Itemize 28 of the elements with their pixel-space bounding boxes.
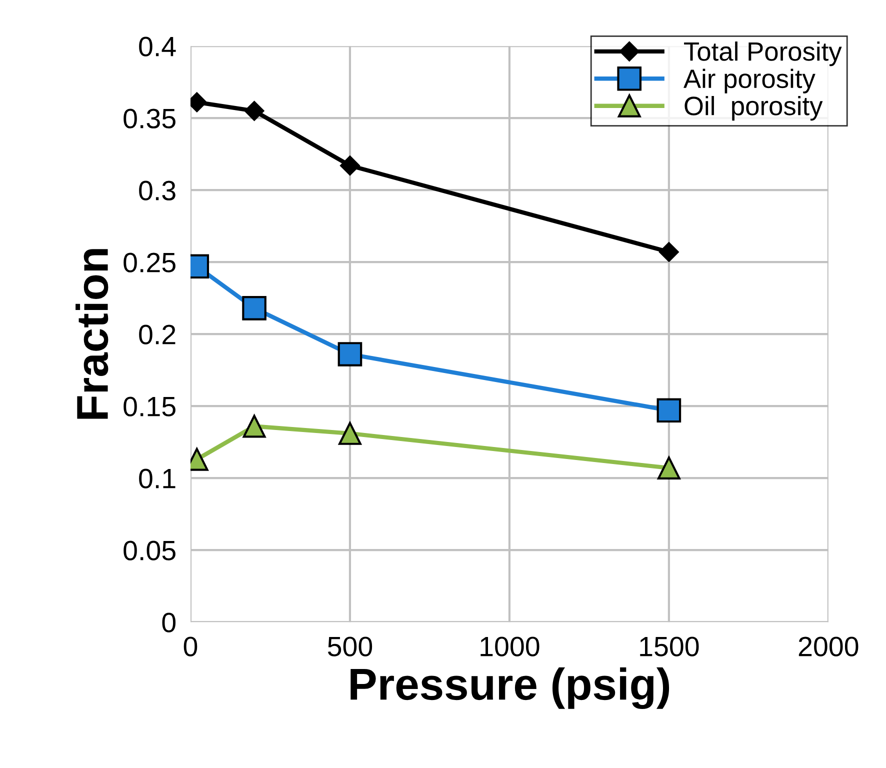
y-tick-label: 0.3 [139, 180, 176, 200]
point [340, 156, 360, 176]
y-tick-label: 0.4 [139, 36, 176, 56]
legend-label: Air porosity [684, 68, 816, 94]
x-tick-label: 0 [184, 636, 198, 656]
x-axis-title: Pressure (psig) [350, 667, 670, 710]
point [338, 342, 362, 366]
point [659, 242, 679, 262]
y-tick-label: 0.15 [124, 396, 176, 416]
y-tick-label: 0.05 [124, 540, 176, 560]
point [242, 296, 266, 320]
y-tick-label: 0.2 [139, 324, 176, 344]
point [657, 456, 680, 480]
x-tick-label: 1500 [640, 636, 699, 656]
x-tick-label: 1000 [480, 636, 540, 656]
point [244, 100, 264, 121]
y-axis-title: Fraction [76, 249, 108, 419]
y-tick-label: 0.25 [124, 252, 176, 272]
y-tick-label: 0 [162, 612, 176, 632]
point [656, 398, 682, 423]
legend-label: Total Porosity [684, 42, 842, 66]
point [338, 422, 362, 445]
y-tick-label: 0.35 [124, 108, 176, 128]
x-tick-label: 2000 [798, 636, 858, 656]
point [242, 414, 266, 438]
legend-label: Oil porosity [684, 96, 823, 121]
x-tick-label: 500 [328, 636, 372, 656]
y-tick-label: 0.1 [139, 468, 176, 488]
